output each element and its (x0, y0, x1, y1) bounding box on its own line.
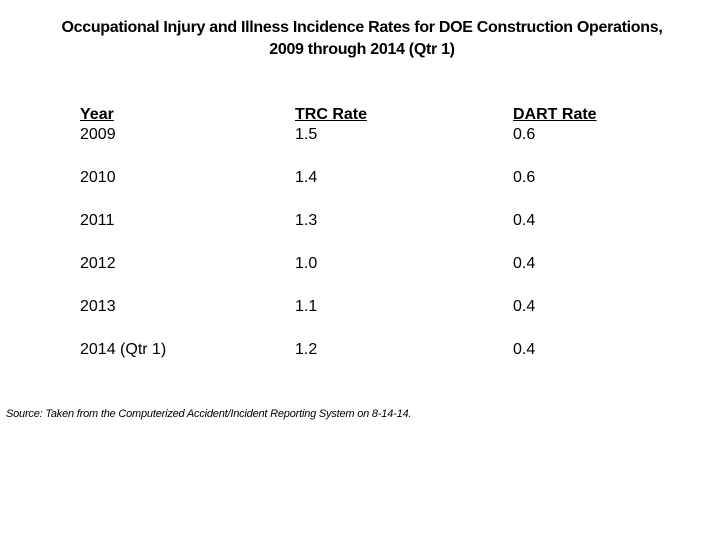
year-cell: 2013 (80, 298, 116, 315)
title-line-2: 2009 through 2014 (Qtr 1) (269, 41, 455, 58)
trc-rate-cell: 1.3 (295, 212, 318, 229)
title-line-1: Occupational Injury and Illness Incidenc… (61, 19, 663, 36)
column-header-year: Year (80, 106, 114, 123)
column-header-trc-rate: TRC Rate (295, 106, 368, 123)
column-header-dart-rate: DART Rate (513, 106, 597, 123)
trc-rate-cell: 1.0 (295, 255, 318, 272)
table-row: 2011 1.3 0.4 (80, 211, 660, 230)
slide-title: Occupational Injury and Illness Incidenc… (38, 17, 686, 61)
dart-rate-cell: 0.6 (513, 126, 536, 143)
dart-rate-cell: 0.4 (513, 298, 536, 315)
year-cell: 2014 (Qtr 1) (80, 341, 167, 358)
source-note: Source: Taken from the Computerized Acci… (6, 408, 412, 420)
year-cell: 2009 (80, 126, 116, 143)
table-header-row: Year TRC Rate DART Rate (80, 104, 660, 125)
table-row: 2010 1.4 0.6 (80, 168, 660, 187)
dart-rate-cell: 0.4 (513, 212, 536, 229)
year-cell: 2010 (80, 169, 116, 186)
table-row: 2013 1.1 0.4 (80, 297, 660, 316)
table-row: 2012 1.0 0.4 (80, 254, 660, 273)
trc-rate-cell: 1.2 (295, 341, 318, 358)
incidence-rates-table: Year TRC Rate DART Rate 2009 1.5 0.6 201… (80, 104, 660, 359)
dart-rate-cell: 0.4 (513, 255, 536, 272)
trc-rate-cell: 1.1 (295, 298, 318, 315)
trc-rate-cell: 1.5 (295, 126, 318, 143)
dart-rate-cell: 0.4 (513, 341, 536, 358)
year-cell: 2012 (80, 255, 116, 272)
table-row: 2009 1.5 0.6 (80, 125, 660, 144)
trc-rate-cell: 1.4 (295, 169, 318, 186)
year-cell: 2011 (80, 212, 115, 229)
dart-rate-cell: 0.6 (513, 169, 536, 186)
table-row: 2014 (Qtr 1) 1.2 0.4 (80, 340, 660, 359)
